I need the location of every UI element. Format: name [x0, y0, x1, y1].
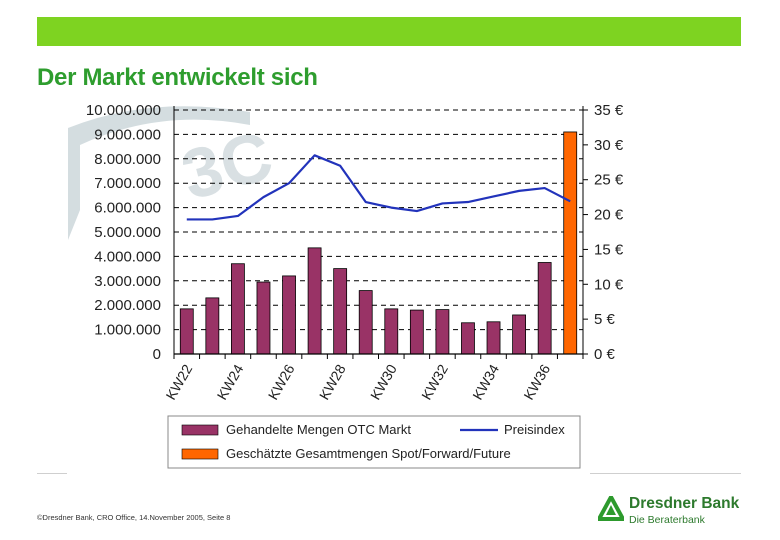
bar-otc: [537, 262, 552, 355]
y-right-tick-label: 30 €: [594, 137, 624, 154]
x-tick-label: KW32: [418, 361, 451, 402]
bar-otc: [409, 309, 424, 355]
legend-label-otc: Gehandelte Mengen OTC Markt: [226, 422, 411, 437]
y-left-tick-label: 5.000.000: [94, 224, 161, 241]
bar-otc: [435, 309, 450, 355]
legend-swatch-otc: [181, 424, 219, 436]
y-left-tick-label: 3.000.000: [94, 273, 161, 290]
y-right-tick-label: 0 €: [594, 346, 616, 363]
y-left-tick-label: 4.000.000: [94, 248, 161, 265]
bar-otc: [256, 281, 271, 355]
x-tick-label: KW34: [469, 361, 502, 402]
y-left-tick-label: 8.000.000: [94, 151, 161, 168]
legend-label-preisindex: Preisindex: [504, 422, 565, 437]
bar-otc: [205, 297, 220, 355]
watermark-text: 3C: [174, 116, 281, 215]
legend-box: [167, 415, 581, 469]
footer-text: ©Dresdner Bank, CRO Office, 14.November …: [37, 513, 231, 522]
y-left-tick-label: 10.000.000: [86, 102, 161, 119]
logo-tagline: Die Beraterbank: [629, 514, 705, 526]
y-right-tick-label: 25 €: [594, 172, 624, 189]
bar-otc: [486, 321, 501, 355]
x-tick-label: KW36: [520, 361, 553, 402]
bar-estimated: [563, 131, 578, 355]
y-left-tick-label: 2.000.000: [94, 297, 161, 314]
x-tick-label: KW30: [367, 361, 400, 402]
y-left-tick-label: 7.000.000: [94, 175, 161, 192]
y-right-tick-label: 5 €: [594, 311, 616, 328]
bar-otc: [384, 308, 399, 355]
y-left-tick-label: 6.000.000: [94, 200, 161, 217]
bar-otc: [461, 322, 475, 355]
x-tick-label: KW28: [316, 361, 349, 402]
y-left-tick-label: 9.000.000: [94, 126, 161, 143]
line-preisindex: [186, 154, 571, 221]
header-green-bar: [37, 17, 741, 46]
y-left-tick-label: 0: [153, 346, 161, 363]
logo-name: Dresdner Bank: [629, 495, 740, 512]
legend-swatch-estimated: [181, 448, 219, 460]
footer-rule-left: [37, 473, 67, 474]
y-right-tick-label: 35 €: [594, 102, 624, 119]
bar-otc: [333, 268, 348, 355]
x-tick-label: KW24: [214, 361, 247, 402]
bar-otc: [179, 308, 194, 355]
y-right-tick-label: 10 €: [594, 276, 624, 293]
bar-otc: [358, 290, 373, 355]
dresdner-bank-green-symbol-icon: [598, 496, 624, 521]
x-tick-label: KW22: [162, 361, 195, 402]
legend-label-estimated: Geschätzte Gesamtmengen Spot/Forward/Fut…: [226, 446, 511, 461]
slide-title: Der Markt entwickelt sich: [37, 64, 318, 91]
bar-otc: [231, 263, 245, 355]
bar-otc: [282, 275, 296, 355]
watermark-shape: [68, 106, 250, 240]
bar-otc: [307, 247, 322, 355]
y-right-tick-label: 20 €: [594, 207, 624, 224]
y-right-tick-label: 15 €: [594, 241, 624, 258]
x-tick-label: KW26: [265, 361, 298, 402]
y-left-tick-label: 1.000.000: [94, 322, 161, 339]
dresdner-bank-logo: Dresdner Bank Die Beraterbank: [598, 494, 748, 534]
footer-rule-right: [590, 473, 741, 474]
bar-otc: [512, 314, 526, 355]
